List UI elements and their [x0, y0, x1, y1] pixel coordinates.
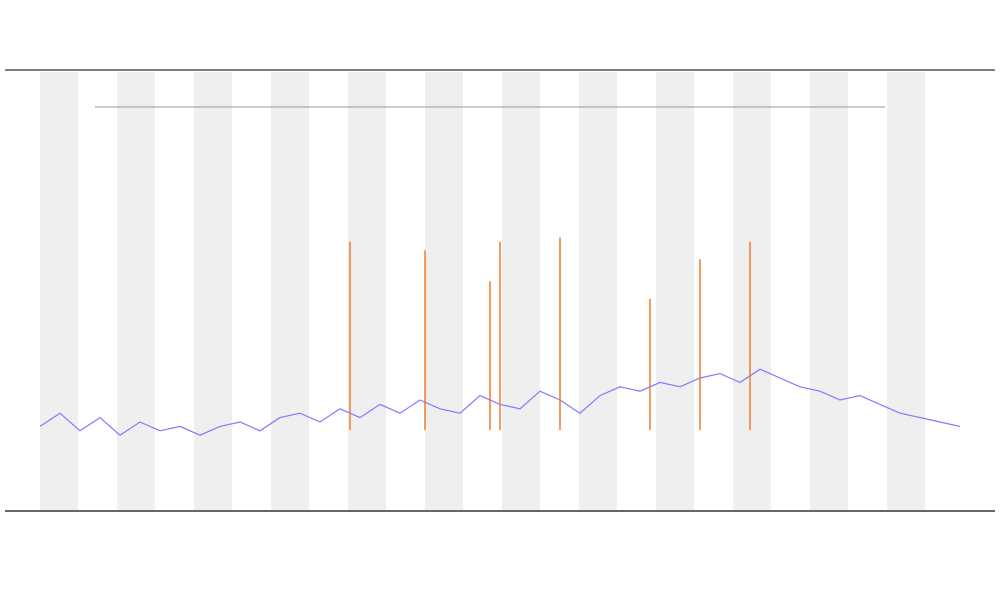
band: [810, 72, 848, 510]
band: [425, 72, 463, 510]
band: [40, 72, 78, 510]
band: [502, 72, 540, 510]
background-bands: [40, 72, 925, 510]
band: [271, 72, 309, 510]
band: [887, 72, 925, 510]
band: [194, 72, 232, 510]
band: [733, 72, 771, 510]
plot: [39, 237, 961, 436]
band: [117, 72, 155, 510]
band: [656, 72, 694, 510]
band: [579, 72, 617, 510]
band: [348, 72, 386, 510]
